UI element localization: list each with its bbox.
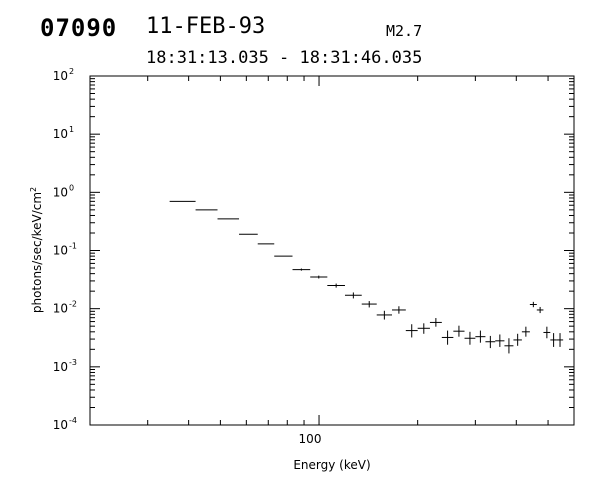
data-point [513,333,522,346]
data-point [292,268,311,271]
data-point [495,334,505,347]
data-point [521,326,530,337]
time-range-label: 18:31:13.035 - 18:31:46.035 [146,48,423,68]
y-axis-ticks [90,75,574,426]
data-point [529,301,537,308]
data-point [310,275,328,279]
data-point [327,283,345,288]
data-points [169,200,564,354]
data-point [361,301,377,308]
y-tick-label-exponent: 2 [69,67,74,76]
data-point [504,338,514,354]
date-label: 11-FEB-93 [146,14,266,39]
y-tick-label: 10 [53,244,68,258]
data-point [475,330,486,343]
data-point [417,323,430,334]
y-tick-label: 10 [53,127,68,141]
y-tick-label-exponent: -3 [69,358,77,367]
data-point [536,306,544,314]
data-point [543,326,551,339]
y-tick-label-exponent: -1 [69,242,77,251]
y-tick-label: 10 [53,69,68,83]
y-tick-label: 10 [53,360,68,374]
data-point [441,330,454,345]
flare-class-label: M2.7 [386,22,423,40]
data-point [376,310,393,320]
x-axis-ticks [89,76,575,425]
data-point [429,318,442,327]
burst-id: 07090 [40,14,118,42]
data-point [556,333,564,347]
data-point [464,331,476,345]
y-tick-label-exponent: 0 [69,183,74,192]
y-tick-label-exponent: -4 [69,416,77,425]
plot-frame [89,75,575,426]
data-point [392,306,406,314]
y-axis-label-exponent: 2 [29,187,38,192]
data-point [485,335,496,349]
data-point [453,325,465,337]
y-tick-label: 10 [53,302,68,316]
y-axis-label: photons/sec/keV/cm2 [29,187,44,313]
data-point [550,333,557,347]
data-point [344,292,362,299]
y-tick-label-exponent: 1 [69,125,74,134]
x-tick-label-100: 100 [299,432,322,446]
y-tick-label-exponent: -2 [69,300,77,309]
y-tick-label: 10 [53,185,68,199]
y-axis-label-text: photons/sec/keV/cm [30,192,44,313]
x-axis-label: Energy (keV) [293,458,370,472]
y-tick-label: 10 [53,418,68,432]
data-point [405,324,418,338]
